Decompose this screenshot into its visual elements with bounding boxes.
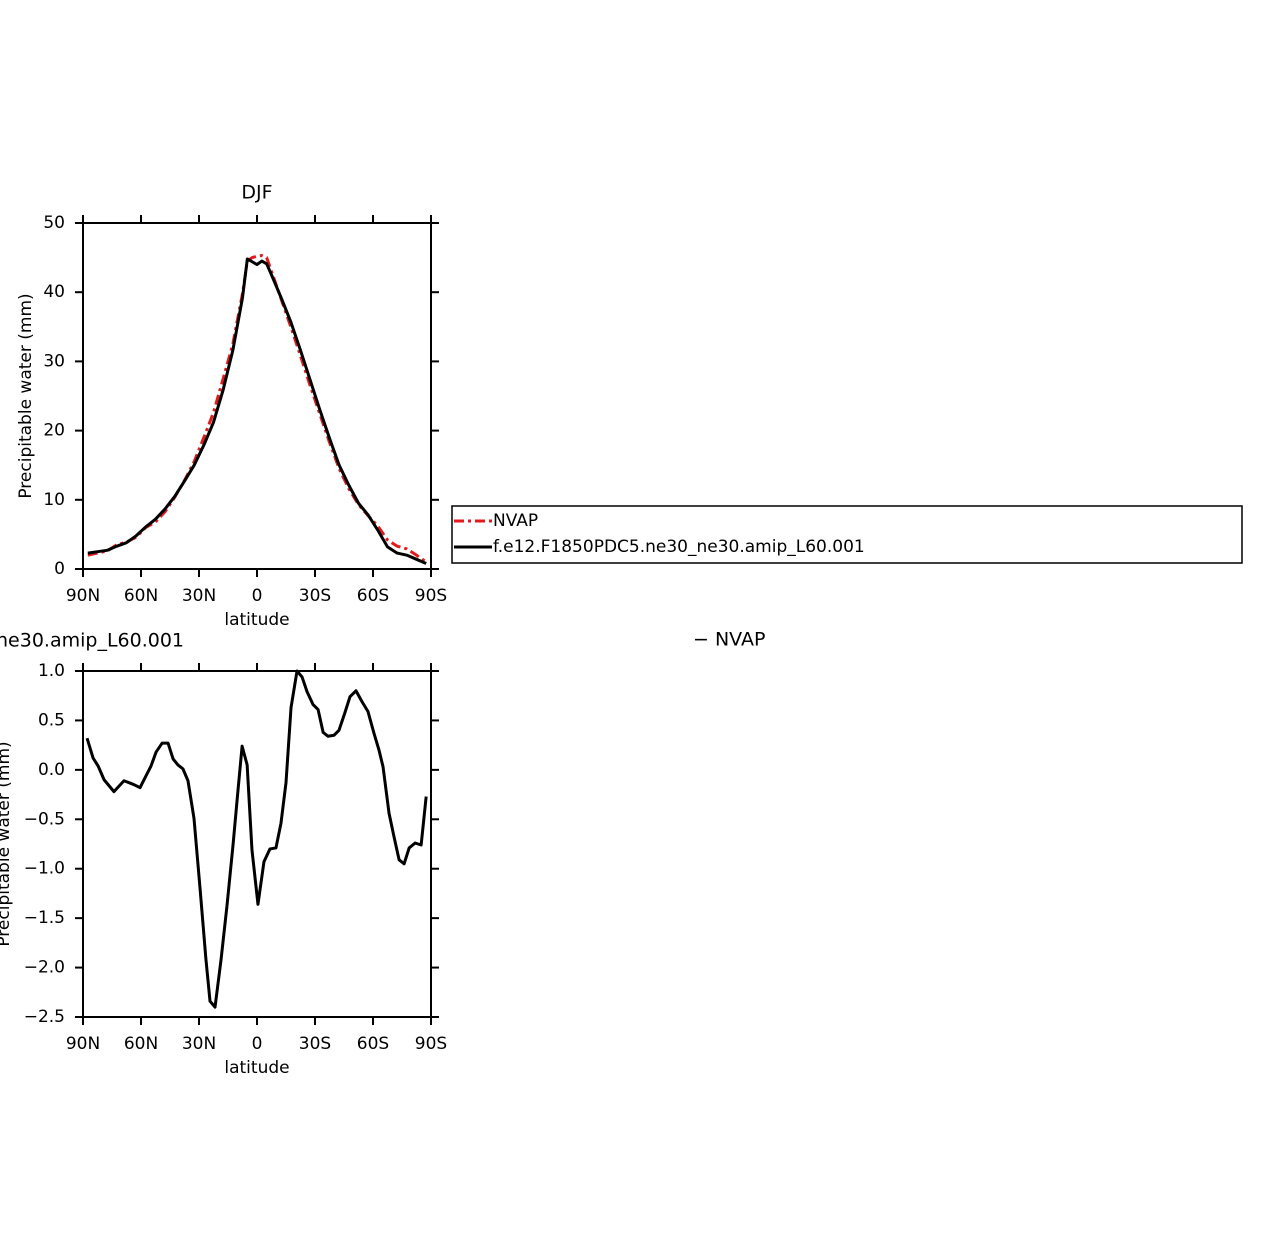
y-tick-label: −1.0 xyxy=(24,859,65,879)
y-tick-label: −2.0 xyxy=(24,958,65,978)
y-tick-label: 30 xyxy=(43,351,65,371)
x-tick-label: 60N xyxy=(124,586,158,606)
y-tick-label: −2.5 xyxy=(24,1007,65,1027)
x-tick-label: 90N xyxy=(66,1034,100,1054)
x-tick-label: 90S xyxy=(415,586,447,606)
y-tick-label: −0.5 xyxy=(24,809,65,829)
chart-title-right: − NVAP xyxy=(693,629,765,651)
x-tick-label: 60S xyxy=(357,1034,389,1054)
y-tick-label: 40 xyxy=(43,282,65,302)
data-line xyxy=(87,254,428,564)
x-tick-label: 0 xyxy=(252,1034,263,1054)
x-tick-label: 30S xyxy=(299,586,331,606)
y-axis-label: Precipitable water (mm) xyxy=(0,741,14,946)
x-tick-label: 30S xyxy=(299,1034,331,1054)
y-tick-label: 20 xyxy=(43,421,65,441)
y-tick-label: 0.0 xyxy=(38,760,65,780)
x-tick-label: 90S xyxy=(415,1034,447,1054)
plot-frame xyxy=(82,670,432,1018)
chart-title: ne30.amip_L60.001 xyxy=(0,630,184,652)
plot-frame xyxy=(82,222,432,570)
data-line xyxy=(85,669,428,1009)
x-axis-label: latitude xyxy=(224,1058,289,1078)
y-tick-label: 0.5 xyxy=(38,710,65,730)
x-tick-label: 60S xyxy=(357,586,389,606)
x-tick-label: 90N xyxy=(66,586,100,606)
chart-title: DJF xyxy=(241,182,272,204)
y-tick-label: −1.5 xyxy=(24,908,65,928)
x-tick-label: 30N xyxy=(182,1034,216,1054)
x-axis-label: latitude xyxy=(224,610,289,630)
legend-label: f.e12.F1850PDC5.ne30_ne30.amip_L60.001 xyxy=(493,537,865,557)
y-tick-label: 50 xyxy=(43,213,65,233)
legend-box xyxy=(451,505,1243,564)
x-tick-label: 30N xyxy=(182,586,216,606)
data-line xyxy=(87,257,427,565)
y-tick-label: 10 xyxy=(43,490,65,510)
x-tick-label: 0 xyxy=(252,586,263,606)
y-axis-label: Precipitable water (mm) xyxy=(16,293,36,498)
legend-label: NVAP xyxy=(493,511,538,531)
x-tick-label: 60N xyxy=(124,1034,158,1054)
y-tick-label: 1.0 xyxy=(38,661,65,681)
y-tick-label: 0 xyxy=(54,559,65,579)
